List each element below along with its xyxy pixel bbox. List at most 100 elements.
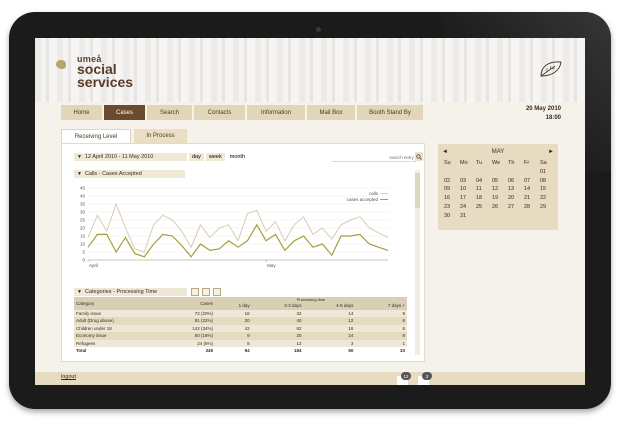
- cell-4-6days: 14: [303, 309, 356, 317]
- search-button[interactable]: [415, 152, 423, 161]
- cell-2-3days: 20: [251, 332, 304, 340]
- y-tick-label: 5: [82, 250, 85, 255]
- col-header-4-6days[interactable]: 4-6 days: [303, 302, 356, 310]
- table-row[interactable]: Adult (Drug abuse) 81 (22%) 20 40 12 6: [74, 317, 407, 325]
- calendar-day[interactable]: 14: [524, 186, 531, 193]
- col-header-7days[interactable]: 7 days +: [355, 302, 407, 310]
- search-input[interactable]: [332, 153, 416, 162]
- calls-section-bar[interactable]: ▼ Calls - Cases Accepted: [74, 170, 185, 178]
- footer-slot: [397, 376, 408, 385]
- calendar-day[interactable]: 28: [524, 203, 531, 210]
- y-tick-label: 15: [80, 234, 86, 239]
- cell-total-2-3days: 184: [251, 347, 304, 355]
- nav-mailbox[interactable]: Mail Box: [307, 105, 355, 120]
- table-row[interactable]: Refugees 24 (6%) 8 12 3 1: [74, 339, 407, 347]
- triangle-down-icon: ▼: [77, 171, 82, 177]
- calendar-day[interactable]: 05: [492, 177, 499, 184]
- table-row[interactable]: Children under 18 142 (34%) 42 82 16 6: [74, 324, 407, 332]
- calendar-day[interactable]: 31: [460, 212, 467, 219]
- calendar-day[interactable]: 15: [540, 186, 547, 193]
- grid-view-icon[interactable]: [191, 288, 199, 296]
- weekday-header: Th: [508, 160, 515, 166]
- logout-link[interactable]: logout: [61, 374, 76, 380]
- nav-information[interactable]: Information: [247, 105, 305, 120]
- series-line-calls: [87, 202, 389, 253]
- col-header-category[interactable]: Category: [74, 297, 173, 310]
- y-tick-label: 40: [80, 194, 86, 199]
- categories-section-title: Categories - Processing Time: [84, 289, 158, 295]
- period-selector: day week month: [189, 153, 248, 161]
- calls-chart: 0 5 10 15 20 25 30 35 40 45 April May calls cases acc…: [70, 182, 405, 272]
- calendar-day[interactable]: 21: [524, 195, 531, 202]
- period-month[interactable]: month: [229, 154, 246, 160]
- cell-4-6days: 12: [303, 317, 356, 325]
- col-header-2-3days[interactable]: 2-3 days: [251, 302, 304, 310]
- subtabs: Receiving Level In Process: [61, 129, 187, 144]
- calendar-day[interactable]: 07: [524, 177, 531, 184]
- calendar-day[interactable]: 25: [476, 203, 483, 210]
- cell-category: Economy issue: [74, 332, 173, 340]
- calendar-day[interactable]: 17: [460, 195, 467, 202]
- nav-contacts[interactable]: Contacts: [194, 105, 245, 120]
- tab-receiving-level[interactable]: Receiving Level: [61, 129, 131, 144]
- calendar-day[interactable]: 24: [460, 203, 467, 210]
- calendar-day[interactable]: 27: [508, 203, 515, 210]
- calendar-day[interactable]: 19: [492, 195, 499, 202]
- calendar-day[interactable]: 13: [508, 186, 515, 193]
- footer-slot: [418, 376, 429, 385]
- calendar-day[interactable]: 03: [460, 177, 467, 184]
- calendar-day[interactable]: 10: [460, 186, 467, 193]
- y-tick-label: 35: [80, 202, 86, 207]
- table-total-row: Total 349 94 184 60 33: [74, 347, 407, 355]
- calendar-day[interactable]: 08: [540, 177, 547, 184]
- scroll-thumb[interactable]: [415, 173, 420, 208]
- calendar-day[interactable]: 29: [540, 203, 547, 210]
- next-month-button[interactable]: ►: [548, 148, 554, 155]
- logo-line2: services: [77, 74, 134, 90]
- calendar-day[interactable]: 22: [540, 195, 547, 202]
- prev-month-button[interactable]: ◄: [442, 148, 448, 155]
- calendar-day[interactable]: 20: [508, 195, 515, 202]
- calendar-day[interactable]: 26: [492, 203, 499, 210]
- footer-bar: logout 12 3: [35, 372, 585, 385]
- period-day[interactable]: day: [189, 153, 204, 161]
- categories-section-bar[interactable]: ▼ Categories - Processing Time: [74, 288, 187, 296]
- period-week[interactable]: week: [205, 153, 225, 161]
- date-range-bar[interactable]: ▼ 12 April 2010 - 11 May 2010: [74, 153, 187, 161]
- calendar-day[interactable]: 06: [508, 177, 515, 184]
- col-header-cases[interactable]: Cases: [173, 297, 215, 310]
- panel-scrollbar[interactable]: [415, 170, 420, 355]
- calendar-header: ◄ MAY ►: [442, 147, 554, 156]
- calendar-day[interactable]: 16: [444, 195, 451, 202]
- notification-badge[interactable]: 12: [401, 372, 411, 380]
- weekday-header: Su: [444, 160, 451, 166]
- calendar-day[interactable]: 18: [476, 195, 483, 202]
- table-row[interactable]: Economy issue 60 (18%) 9 20 24 9: [74, 332, 407, 340]
- calendar-day[interactable]: 01: [540, 168, 547, 175]
- nav-search[interactable]: Search: [147, 105, 192, 120]
- col-header-1day[interactable]: 1 day: [215, 302, 252, 310]
- weekday-header: Tu: [476, 160, 483, 166]
- nav-booth-standby[interactable]: Booth Stand By: [357, 105, 423, 120]
- calendar-day[interactable]: 23: [444, 203, 451, 210]
- message-badge[interactable]: 3: [422, 372, 432, 380]
- calendar-month: MAY: [491, 148, 505, 155]
- calendar-day[interactable]: 04: [476, 177, 483, 184]
- cell-total-label: Total: [74, 347, 173, 355]
- calendar-day[interactable]: 11: [476, 186, 482, 193]
- calendar-empty: [490, 169, 506, 177]
- calendar-day[interactable]: 02: [444, 177, 451, 184]
- cell-cases: 60 (18%): [173, 332, 215, 340]
- export-icon[interactable]: [213, 288, 221, 296]
- calendar-day[interactable]: 12: [492, 186, 499, 193]
- nav-cases[interactable]: Cases: [104, 105, 145, 120]
- calendar-day[interactable]: 09: [444, 186, 451, 193]
- tab-in-process[interactable]: In Process: [134, 129, 187, 143]
- cell-2-3days: 82: [251, 324, 304, 332]
- table-row[interactable]: Family issue 72 (20%) 16 32 14 8: [74, 309, 407, 317]
- nav-home[interactable]: Home: [61, 105, 102, 120]
- calendar-day[interactable]: 30: [444, 212, 451, 219]
- settings-icon[interactable]: [202, 288, 210, 296]
- cell-total-1day: 94: [215, 347, 252, 355]
- leaf-icon[interactable]: [539, 60, 563, 78]
